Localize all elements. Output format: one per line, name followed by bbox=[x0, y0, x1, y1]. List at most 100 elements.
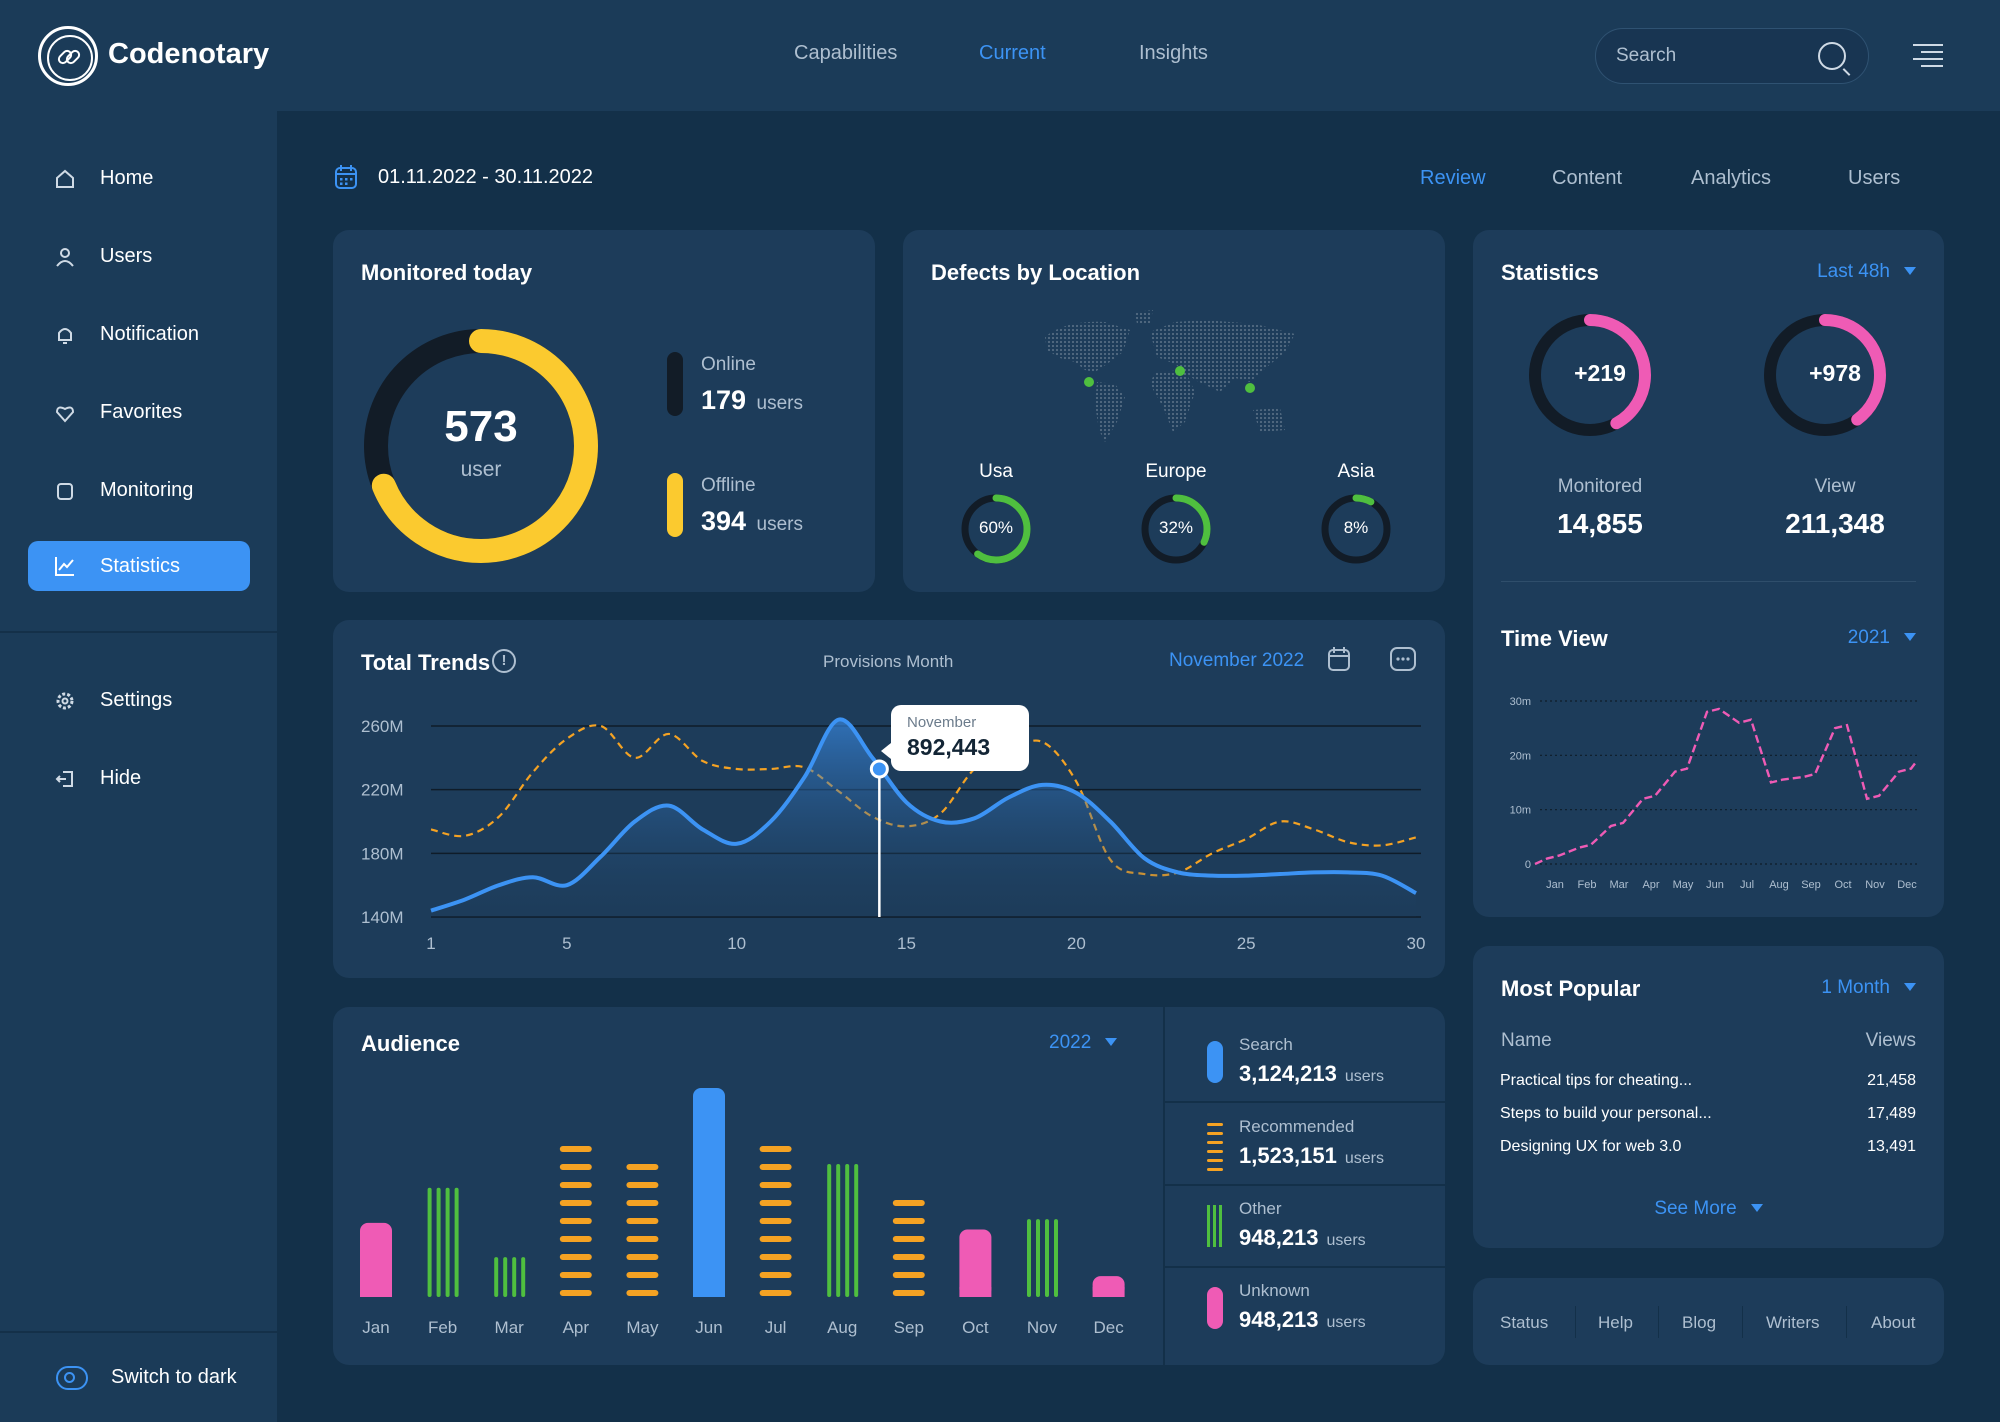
heart-icon bbox=[55, 406, 75, 423]
x-tick-label: Dec bbox=[1897, 879, 1917, 891]
time-view-filter-dropdown[interactable]: 2021 bbox=[1848, 627, 1916, 649]
legend-recommended: Recommended 1,523,151 users bbox=[1165, 1089, 1445, 1171]
sidebar-item-notification[interactable]: Notification bbox=[28, 309, 250, 359]
sidebar-item-favorites[interactable]: Favorites bbox=[28, 387, 250, 437]
location-name: Europe bbox=[1145, 461, 1207, 482]
brand-name: Codenotary bbox=[108, 38, 270, 70]
location-ring bbox=[961, 494, 1031, 564]
popular-filter-dropdown[interactable]: 1 Month bbox=[1821, 977, 1916, 999]
nav-insights[interactable]: Insights bbox=[1139, 42, 1208, 64]
tab-content[interactable]: Content bbox=[1552, 167, 1623, 189]
sidebar-item-users[interactable]: Users bbox=[28, 231, 250, 281]
chevron-down-icon bbox=[1105, 1038, 1118, 1046]
x-tick-label: Jan bbox=[1546, 879, 1564, 891]
card-title: Monitored today bbox=[361, 260, 533, 285]
sidebar bbox=[0, 111, 277, 1422]
nav-capabilities[interactable]: Capabilities bbox=[794, 42, 898, 64]
col-views: Views bbox=[1865, 1030, 1916, 1051]
series-line bbox=[1534, 707, 1918, 866]
location-percent: 8% bbox=[1343, 518, 1369, 537]
trends-period[interactable]: November 2022 bbox=[1169, 650, 1305, 671]
calendar-icon[interactable] bbox=[334, 164, 358, 190]
divider bbox=[1501, 581, 1916, 582]
offline-value: 394 users bbox=[701, 506, 803, 536]
sidebar-item-label: Statistics bbox=[100, 555, 181, 577]
footer-link-help[interactable]: Help bbox=[1598, 1313, 1633, 1332]
divider bbox=[1165, 1101, 1445, 1103]
offline-label: Offline bbox=[701, 475, 756, 496]
x-tick-label: 25 bbox=[1237, 934, 1256, 953]
x-tick-label: 1 bbox=[426, 934, 435, 953]
audience-bar bbox=[427, 1187, 459, 1297]
y-tick-label: 0 bbox=[1525, 859, 1531, 871]
list-item[interactable]: Steps to build your personal... 17,489 bbox=[1500, 1105, 1916, 1122]
trends-tooltip: November 892,443 bbox=[881, 705, 1029, 771]
footer-link-blog[interactable]: Blog bbox=[1682, 1313, 1717, 1332]
footer-link-writers[interactable]: Writers bbox=[1766, 1313, 1820, 1332]
x-tick-label: Nov bbox=[1027, 1318, 1058, 1337]
switch-dark-label[interactable]: Switch to dark bbox=[111, 1366, 237, 1388]
x-tick-label: Jul bbox=[1740, 879, 1754, 891]
sidebar-item-statistics[interactable]: Statistics bbox=[28, 541, 250, 591]
sidebar-item-monitoring[interactable]: Monitoring bbox=[28, 465, 250, 515]
home-icon bbox=[56, 169, 74, 188]
calendar-icon[interactable] bbox=[1327, 646, 1351, 672]
location-ring bbox=[1141, 494, 1211, 564]
sidebar-item-label: Favorites bbox=[100, 401, 183, 423]
menu-icon[interactable] bbox=[1913, 44, 1943, 68]
audience-filter-dropdown[interactable]: 2022 bbox=[1049, 1032, 1118, 1054]
search-input[interactable]: Search bbox=[1595, 28, 1869, 84]
europe-marker bbox=[1175, 366, 1185, 376]
sidebar-item-home[interactable]: Home bbox=[28, 153, 250, 203]
stat-ring bbox=[1764, 314, 1886, 436]
location-percent: 60% bbox=[978, 518, 1014, 537]
legend-other: Other 948,213 users bbox=[1165, 1171, 1445, 1253]
more-icon[interactable] bbox=[1390, 647, 1416, 671]
footer-link-status[interactable]: Status bbox=[1500, 1313, 1549, 1332]
card-title: Statistics bbox=[1501, 260, 1599, 285]
chevron-down-icon bbox=[1904, 267, 1916, 275]
x-tick-label: Mar bbox=[495, 1318, 525, 1337]
chevron-down-icon bbox=[1904, 633, 1916, 641]
chevron-down-icon bbox=[1904, 983, 1916, 991]
statistics-filter-dropdown[interactable]: Last 48h bbox=[1817, 261, 1916, 283]
y-tick-label: 20m bbox=[1510, 750, 1531, 762]
card-title: Most Popular bbox=[1501, 976, 1641, 1001]
online-indicator bbox=[667, 352, 683, 416]
tab-analytics[interactable]: Analytics bbox=[1691, 167, 1772, 189]
audience-bar bbox=[759, 1146, 792, 1296]
info-icon[interactable]: ! bbox=[492, 649, 516, 673]
chart-icon bbox=[55, 557, 74, 576]
audience-chart: Jan Feb Mar Apr May Jun Jul Aug Sep Oct Nov Dec bbox=[360, 1088, 1125, 1337]
sidebar-item-settings[interactable]: Settings bbox=[28, 675, 250, 725]
donut-online-arc bbox=[364, 329, 598, 563]
list-item[interactable]: Practical tips for cheating... 21,458 bbox=[1500, 1072, 1916, 1089]
date-range[interactable]: 01.11.2022 - 30.11.2022 bbox=[378, 166, 593, 188]
stat-label: Monitored bbox=[1557, 476, 1643, 497]
footer-card bbox=[1473, 1278, 1944, 1365]
footer-link-about[interactable]: About bbox=[1871, 1313, 1916, 1332]
bell-icon bbox=[58, 328, 72, 344]
tab-users[interactable]: Users bbox=[1848, 167, 1901, 189]
card-title: Defects by Location bbox=[931, 260, 1141, 285]
audience-bar bbox=[494, 1257, 526, 1297]
nav-current[interactable]: Current bbox=[979, 42, 1046, 64]
list-item[interactable]: Designing UX for web 3.0 13,491 bbox=[1500, 1138, 1916, 1155]
legend-unknown: Unknown 948,213 users bbox=[1165, 1253, 1445, 1335]
y-tick-label: 220M bbox=[361, 781, 404, 800]
sidebar-divider bbox=[0, 1331, 277, 1333]
search-icon[interactable] bbox=[1818, 42, 1846, 70]
toggle-icon[interactable] bbox=[56, 1366, 88, 1390]
sidebar-item-hide[interactable]: Hide bbox=[28, 753, 250, 803]
see-more-link[interactable]: See More bbox=[1473, 1198, 1944, 1220]
tab-review[interactable]: Review bbox=[1420, 167, 1486, 189]
hover-point bbox=[869, 759, 889, 779]
legend-swatch bbox=[1207, 1123, 1223, 1171]
card-title: Time View bbox=[1501, 626, 1608, 651]
series-line bbox=[430, 717, 1417, 913]
x-tick-label: 10 bbox=[727, 934, 746, 953]
divider bbox=[1846, 1306, 1847, 1338]
defects-card: Defects by Location Usa Europe Asia 60% … bbox=[903, 230, 1445, 592]
search-placeholder: Search bbox=[1616, 45, 1677, 66]
link-icon bbox=[57, 49, 81, 65]
